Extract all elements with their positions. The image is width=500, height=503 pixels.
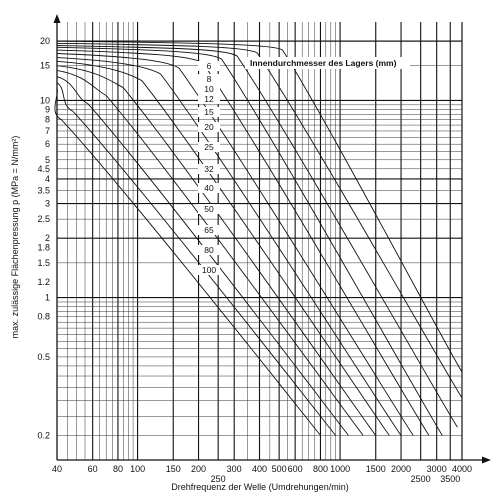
x-tick-label: 40 [52,464,62,474]
x-tick-label: 150 [166,464,181,474]
curve-label-bg [198,107,220,117]
curve-label-6: 6 [207,61,212,71]
x-tick-label: 2000 [391,464,411,474]
y-tick-label: 5 [45,155,50,165]
x-tick-label: 2500 [411,474,431,484]
curve-label-32: 32 [204,164,214,174]
curve-label-bg [198,122,220,132]
x-tick-label: 200 [191,464,206,474]
curve-label-20: 20 [204,122,214,132]
curve-label-15: 15 [204,107,214,117]
y-tick-label: 3 [45,199,50,209]
x-tick-label: 600 [288,464,303,474]
x-tick-label: 80 [113,464,123,474]
x-tick-label: 3500 [440,474,460,484]
curve-label-bg [198,61,220,71]
series-curve-65 [56,76,349,436]
curve-label-8: 8 [207,74,212,84]
curve-label-bg [198,245,220,255]
x-tick-label: 60 [88,464,98,474]
x-tick-label: 400 [252,464,267,474]
curve-label-bg [198,204,220,214]
curve-label-bg [198,225,220,235]
curve-label-10: 10 [204,84,214,94]
y-tick-label: 1 [45,293,50,303]
series-curve-80 [56,82,336,436]
curve-label-12: 12 [204,94,214,104]
x-tick-label: 500 [272,464,287,474]
x-tick-label: 250 [211,474,226,484]
curve-label-40: 40 [204,183,214,193]
curve-label-bg [198,84,220,94]
curve-label-bg [198,142,220,152]
legend-title-bg [245,57,410,69]
curve-label-50: 50 [204,204,214,214]
series-curve-40 [56,65,377,436]
curve-label-100: 100 [202,265,216,275]
y-tick-label: 0.2 [37,430,50,440]
series-curve-25 [56,57,402,436]
y-tick-label: 1.5 [37,258,50,268]
y-tick-label: 3.5 [37,185,50,195]
y-tick-label: 4.5 [37,164,50,174]
y-tick-label: 0.5 [37,352,50,362]
y-tick-label: 15 [40,61,50,71]
series-curve-8 [56,42,463,399]
grid-layer [56,22,463,460]
y-tick-label: 9 [45,104,50,114]
series-curve-100 [54,88,321,436]
y-tick-label: 0.8 [37,312,50,322]
tick-layer: 40 60 80 100 150 200 300 400 500 600 800 1000 1500 20… [37,36,472,484]
series-curve-12 [56,46,443,436]
x-tick-label: 3000 [427,464,447,474]
curve-label-bg [198,183,220,193]
series-curve-15 [56,49,430,436]
y-tick-label: 2 [45,233,50,243]
legend-title: Innendurchmesser des Lagers (mm) [250,58,397,68]
x-tick-label: 1500 [366,464,386,474]
x-tick-label: 1000 [330,464,350,474]
curve-label-bg [198,94,220,104]
axis-layer [53,14,491,464]
x-axis-arrow [482,456,491,464]
x-tick-label: 300 [227,464,242,474]
curve-label-80: 80 [204,245,214,255]
x-tick-label: 100 [130,464,145,474]
y-tick-label: 7 [45,126,50,136]
y-tick-label: 6 [45,139,50,149]
y-axis-arrow [53,14,61,23]
series-curve-20 [56,53,414,436]
x-tick-label: 800 [313,464,328,474]
x-axis-title: Drehfrequenz der Welle (Umdrehungen/min) [171,482,348,492]
y-tick-label: 10 [40,95,50,105]
series-curve-32 [56,60,390,436]
y-tick-label: 8 [45,115,50,125]
legend-layer: Innendurchmesser des Lagers (mm) [245,57,410,69]
series-curve-10 [56,45,458,428]
curve-label-bg [198,164,220,174]
curve-label-bg [198,265,220,275]
curve-label-65: 65 [204,225,214,235]
series-curve-50 [56,69,364,436]
y-tick-label: 2.5 [37,214,50,224]
curve-label-25: 25 [204,142,214,152]
x-tick-label: 4000 [452,464,472,474]
y-axis-title: max. zulässige Flächenpressung p (MPa = … [10,136,20,339]
y-tick-label: 1.2 [37,277,50,287]
y-tick-label: 20 [40,36,50,46]
y-tick-label: 4 [45,174,50,184]
y-tick-label: 1.8 [37,242,50,252]
curve-label-bg [198,74,220,84]
